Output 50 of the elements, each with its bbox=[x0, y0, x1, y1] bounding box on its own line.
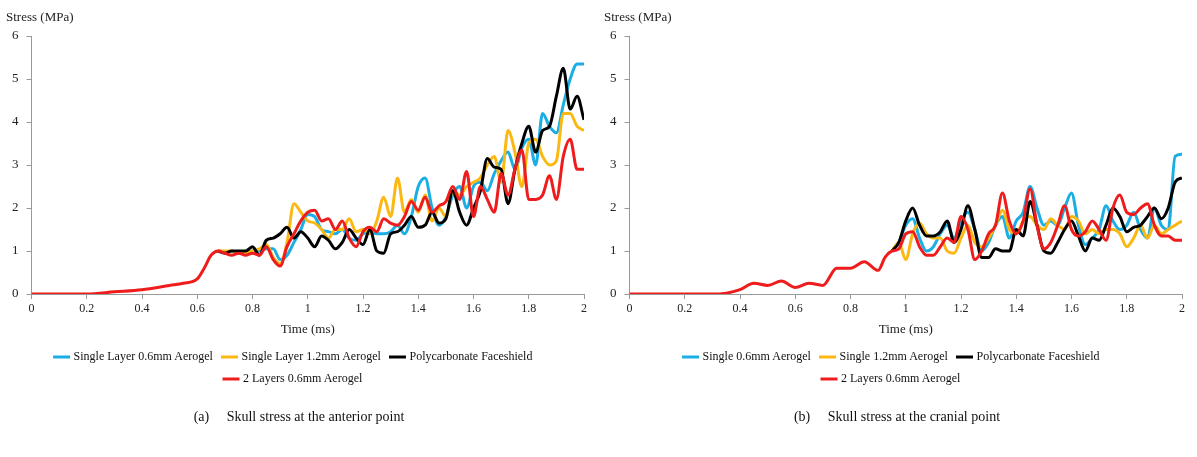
x-tick-label: 0 bbox=[28, 301, 35, 316]
x-tick-label: 1.2 bbox=[355, 301, 371, 316]
y-tick-label: 6 bbox=[12, 27, 19, 43]
legend-label: Polycarbonate Faceshield bbox=[976, 349, 1100, 364]
x-tick-label: 1.6 bbox=[466, 301, 481, 316]
x-tick-label: 1 bbox=[304, 301, 311, 316]
x-tick-label: 0.6 bbox=[189, 301, 205, 316]
x-tick-label: 0.6 bbox=[787, 301, 803, 316]
y-tick-label: 2 bbox=[610, 199, 617, 215]
x-tick-label: 1.6 bbox=[1064, 301, 1079, 316]
y-tick-label: 2 bbox=[12, 199, 19, 215]
y-tick-label: 3 bbox=[610, 156, 617, 172]
x-tick-label: 0.4 bbox=[134, 301, 150, 316]
legend-label: 2 Layers 0.6mm Aerogel bbox=[243, 371, 363, 386]
y-axis-title: Stress (MPa) bbox=[6, 8, 74, 24]
y-axis-title: Stress (MPa) bbox=[604, 8, 672, 24]
y-tick-label: 4 bbox=[610, 113, 617, 129]
x-tick-label: 0.2 bbox=[677, 301, 693, 316]
y-tick-label: 4 bbox=[12, 113, 19, 129]
y-tick-label: 1 bbox=[12, 242, 19, 258]
legend-label: Single 0.6mm Aerogel bbox=[702, 349, 812, 364]
x-tick-label: 2 bbox=[581, 301, 587, 316]
x-tick-label: 1 bbox=[902, 301, 909, 316]
y-tick-label: 3 bbox=[12, 156, 19, 172]
legend-label: Single 1.2mm Aerogel bbox=[839, 349, 949, 364]
x-tick-label: 2 bbox=[1179, 301, 1185, 316]
x-tick-label: 1.8 bbox=[521, 301, 537, 316]
x-tick-label: 0.8 bbox=[843, 301, 858, 316]
x-tick-label: 1.4 bbox=[410, 301, 426, 316]
x-tick-label: 0.8 bbox=[245, 301, 260, 316]
x-tick-label: 1.2 bbox=[953, 301, 969, 316]
x-tick-label: 0.2 bbox=[79, 301, 95, 316]
x-tick-label: 1.4 bbox=[1008, 301, 1024, 316]
y-tick-label: 5 bbox=[610, 70, 617, 86]
x-axis-title: Time (ms) bbox=[280, 320, 335, 336]
legend-label: Polycarbonate Faceshield bbox=[409, 349, 533, 364]
y-tick-label: 0 bbox=[12, 285, 19, 301]
y-tick-label: 1 bbox=[610, 242, 617, 258]
legend-label: 2 Layers 0.6mm Aerogel bbox=[841, 371, 961, 386]
text: (a) Skull stress at the anterior point bbox=[192, 409, 406, 425]
x-tick-label: 0.4 bbox=[732, 301, 748, 316]
legend-label: Single Layer 1.2mm Aerogel bbox=[241, 349, 382, 364]
x-tick-label: 1.8 bbox=[1119, 301, 1135, 316]
y-tick-label: 0 bbox=[610, 285, 617, 301]
x-tick-label: 0 bbox=[626, 301, 633, 316]
x-axis-title: Time (ms) bbox=[878, 320, 933, 336]
legend-label: Single Layer 0.6mm Aerogel bbox=[73, 349, 214, 364]
y-tick-label: 5 bbox=[12, 70, 19, 86]
text: (b) Skull stress at the cranial point bbox=[792, 409, 1002, 425]
y-tick-label: 6 bbox=[610, 27, 617, 43]
